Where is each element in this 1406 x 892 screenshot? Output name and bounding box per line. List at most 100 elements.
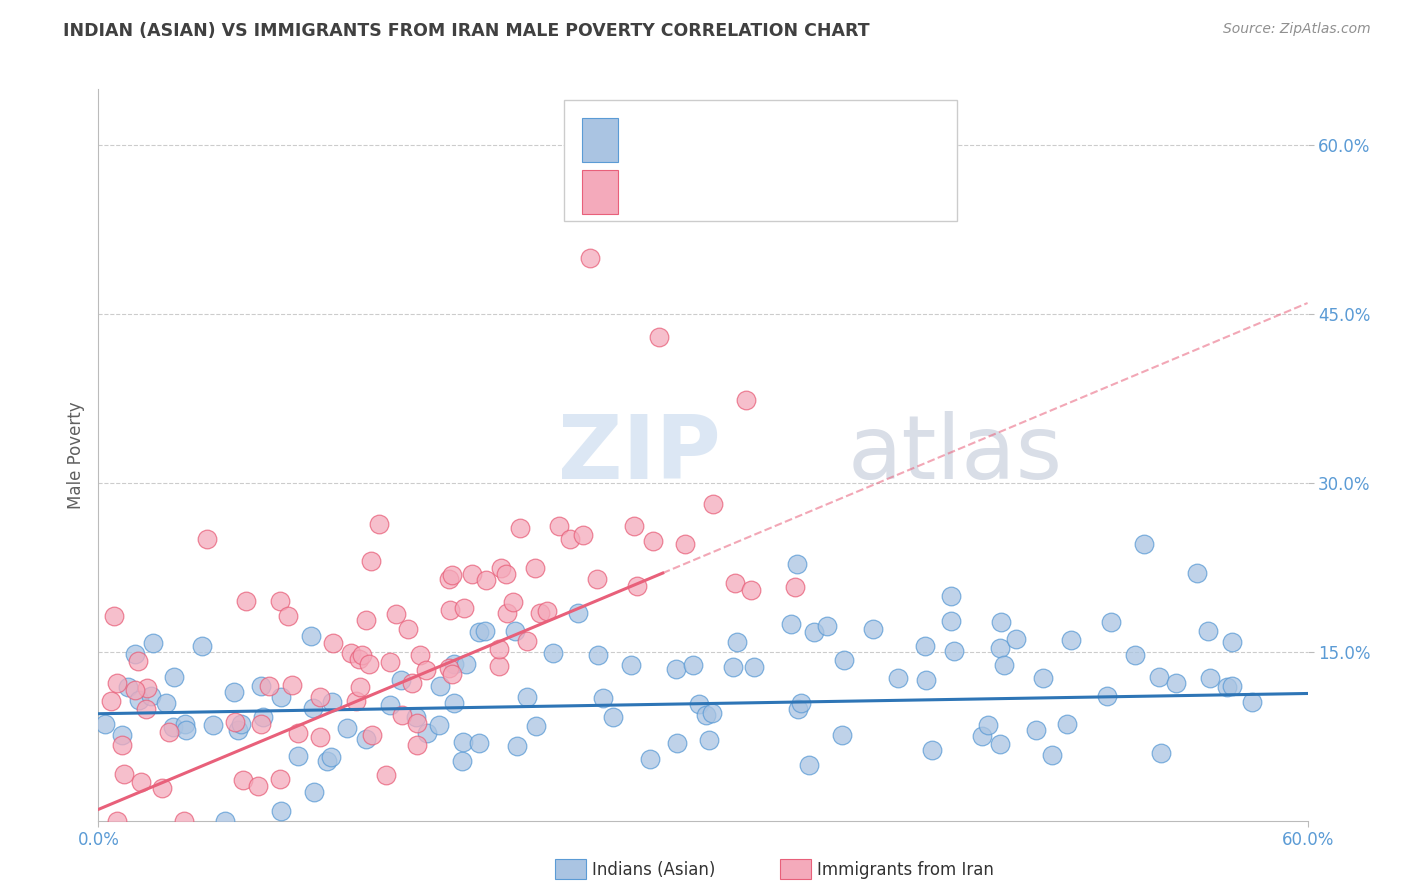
Point: [321, 695, 343, 709]
Point: [970, 729, 993, 743]
Point: [541, 646, 564, 660]
Point: [454, 657, 477, 671]
Point: [141, 690, 163, 704]
Point: [344, 694, 367, 708]
Point: [378, 655, 401, 669]
Point: [269, 594, 291, 608]
Point: [673, 537, 696, 551]
Point: [389, 673, 412, 688]
Point: [921, 743, 943, 757]
Point: [488, 658, 510, 673]
Point: [451, 754, 474, 768]
Point: [451, 735, 474, 749]
Point: [1240, 695, 1263, 709]
Point: [374, 767, 396, 781]
Point: [117, 681, 139, 695]
Point: [623, 518, 645, 533]
Bar: [582, 169, 619, 213]
Point: [602, 710, 624, 724]
Text: Indians (Asian): Indians (Asian): [592, 861, 716, 879]
Point: [626, 579, 648, 593]
Point: [460, 566, 482, 581]
Point: [832, 653, 855, 667]
Point: [429, 679, 451, 693]
Point: [640, 752, 662, 766]
Point: [488, 642, 510, 657]
Point: [536, 605, 558, 619]
Bar: [582, 119, 619, 162]
Point: [1060, 633, 1083, 648]
Point: [427, 718, 450, 732]
Point: [641, 534, 664, 549]
Point: [195, 533, 218, 547]
Point: [547, 519, 569, 533]
Point: [724, 576, 747, 591]
Text: 0.161: 0.161: [689, 131, 740, 149]
Point: [779, 616, 801, 631]
Point: [453, 600, 475, 615]
Point: [235, 594, 257, 608]
Point: [941, 614, 963, 628]
Point: [725, 634, 748, 648]
Point: [579, 251, 602, 265]
Point: [163, 670, 186, 684]
Point: [702, 497, 724, 511]
Point: [277, 608, 299, 623]
Point: [354, 613, 377, 627]
Point: [359, 657, 381, 672]
Point: [114, 767, 136, 781]
Point: [1150, 746, 1173, 760]
Point: [699, 733, 721, 747]
Point: [443, 657, 465, 672]
Point: [787, 702, 810, 716]
Point: [783, 581, 806, 595]
Point: [415, 664, 437, 678]
Point: [475, 573, 498, 587]
Point: [152, 781, 174, 796]
Point: [1220, 679, 1243, 693]
FancyBboxPatch shape: [564, 100, 957, 221]
Point: [495, 606, 517, 620]
Point: [524, 561, 547, 575]
Point: [250, 717, 273, 731]
Point: [385, 607, 408, 621]
Point: [993, 658, 1015, 673]
Point: [250, 679, 273, 693]
Point: [586, 572, 609, 586]
Point: [1125, 648, 1147, 663]
Point: [786, 558, 808, 572]
Point: [1099, 615, 1122, 629]
Point: [682, 657, 704, 672]
Point: [887, 671, 910, 685]
Point: [405, 710, 427, 724]
Point: [474, 624, 496, 638]
Point: [1097, 689, 1119, 703]
Point: [349, 680, 371, 694]
Point: [1040, 747, 1063, 762]
Point: [467, 625, 489, 640]
Point: [378, 698, 401, 712]
Point: [124, 682, 146, 697]
Point: [572, 528, 595, 542]
Point: [1147, 670, 1170, 684]
Point: [336, 721, 359, 735]
Point: [567, 606, 589, 620]
Point: [224, 714, 246, 729]
Point: [396, 622, 419, 636]
Point: [443, 697, 465, 711]
Point: [347, 652, 370, 666]
Point: [368, 517, 391, 532]
Point: [441, 568, 464, 582]
Point: [350, 648, 373, 662]
Point: [174, 717, 197, 731]
Point: [127, 654, 149, 668]
Point: [1005, 632, 1028, 646]
Point: [915, 673, 938, 687]
Text: 83: 83: [831, 183, 860, 201]
Point: [797, 758, 820, 772]
Point: [247, 780, 270, 794]
Point: [232, 773, 254, 788]
Point: [721, 659, 744, 673]
Text: Immigrants from Iran: Immigrants from Iran: [817, 861, 994, 879]
Point: [437, 661, 460, 675]
